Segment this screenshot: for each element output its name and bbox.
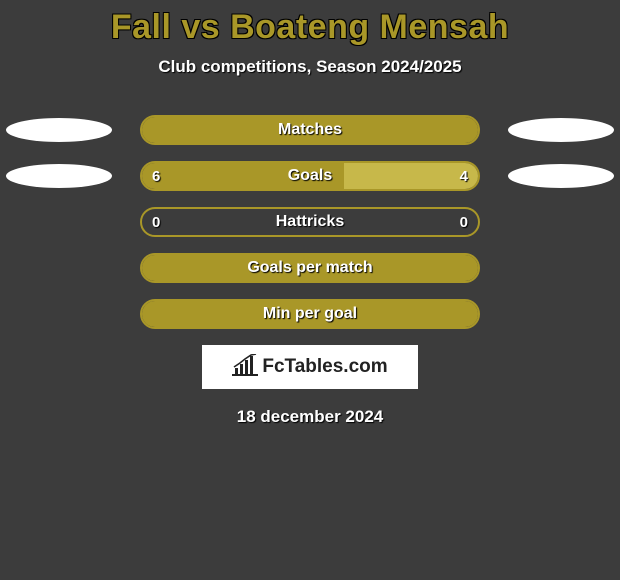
stat-bar: Min per goal: [140, 299, 480, 329]
page-title: Fall vs Boateng Mensah: [0, 8, 620, 47]
stat-row: Min per goal: [0, 299, 620, 329]
chart-area: Matches Goals6 4 Hattricks0 0 Goals per match…: [0, 115, 620, 329]
stat-bar: Goals6 4: [140, 161, 480, 191]
date-line: 18 december 2024: [0, 407, 620, 427]
stat-label: Goals: [142, 163, 478, 189]
stat-label: Hattricks: [142, 209, 478, 235]
subtitle: Club competitions, Season 2024/2025: [0, 57, 620, 77]
right-player-ellipse: [508, 164, 614, 188]
stat-label: Goals per match: [142, 255, 478, 281]
stat-value-left: 6: [152, 163, 160, 189]
comparison-infographic: Fall vs Boateng Mensah Club competitions…: [0, 0, 620, 427]
logo-box: FcTables.com: [202, 345, 418, 389]
right-player-ellipse: [508, 118, 614, 142]
stat-row: Matches: [0, 115, 620, 145]
stat-row: Goals per match: [0, 253, 620, 283]
stat-bar: Matches: [140, 115, 480, 145]
logo-text: FcTables.com: [262, 356, 387, 378]
left-player-ellipse: [6, 164, 112, 188]
stat-bar: Goals per match: [140, 253, 480, 283]
stat-value-right: 0: [460, 209, 468, 235]
stat-bar: Hattricks0 0: [140, 207, 480, 237]
left-player-ellipse: [6, 118, 112, 142]
stat-row: Hattricks0 0: [0, 207, 620, 237]
stat-value-left: 0: [152, 209, 160, 235]
stat-value-right: 4: [460, 163, 468, 189]
stat-row: Goals6 4: [0, 161, 620, 191]
logo-chart-icon: [232, 354, 258, 381]
stat-label: Min per goal: [142, 301, 478, 327]
stat-label: Matches: [142, 117, 478, 143]
